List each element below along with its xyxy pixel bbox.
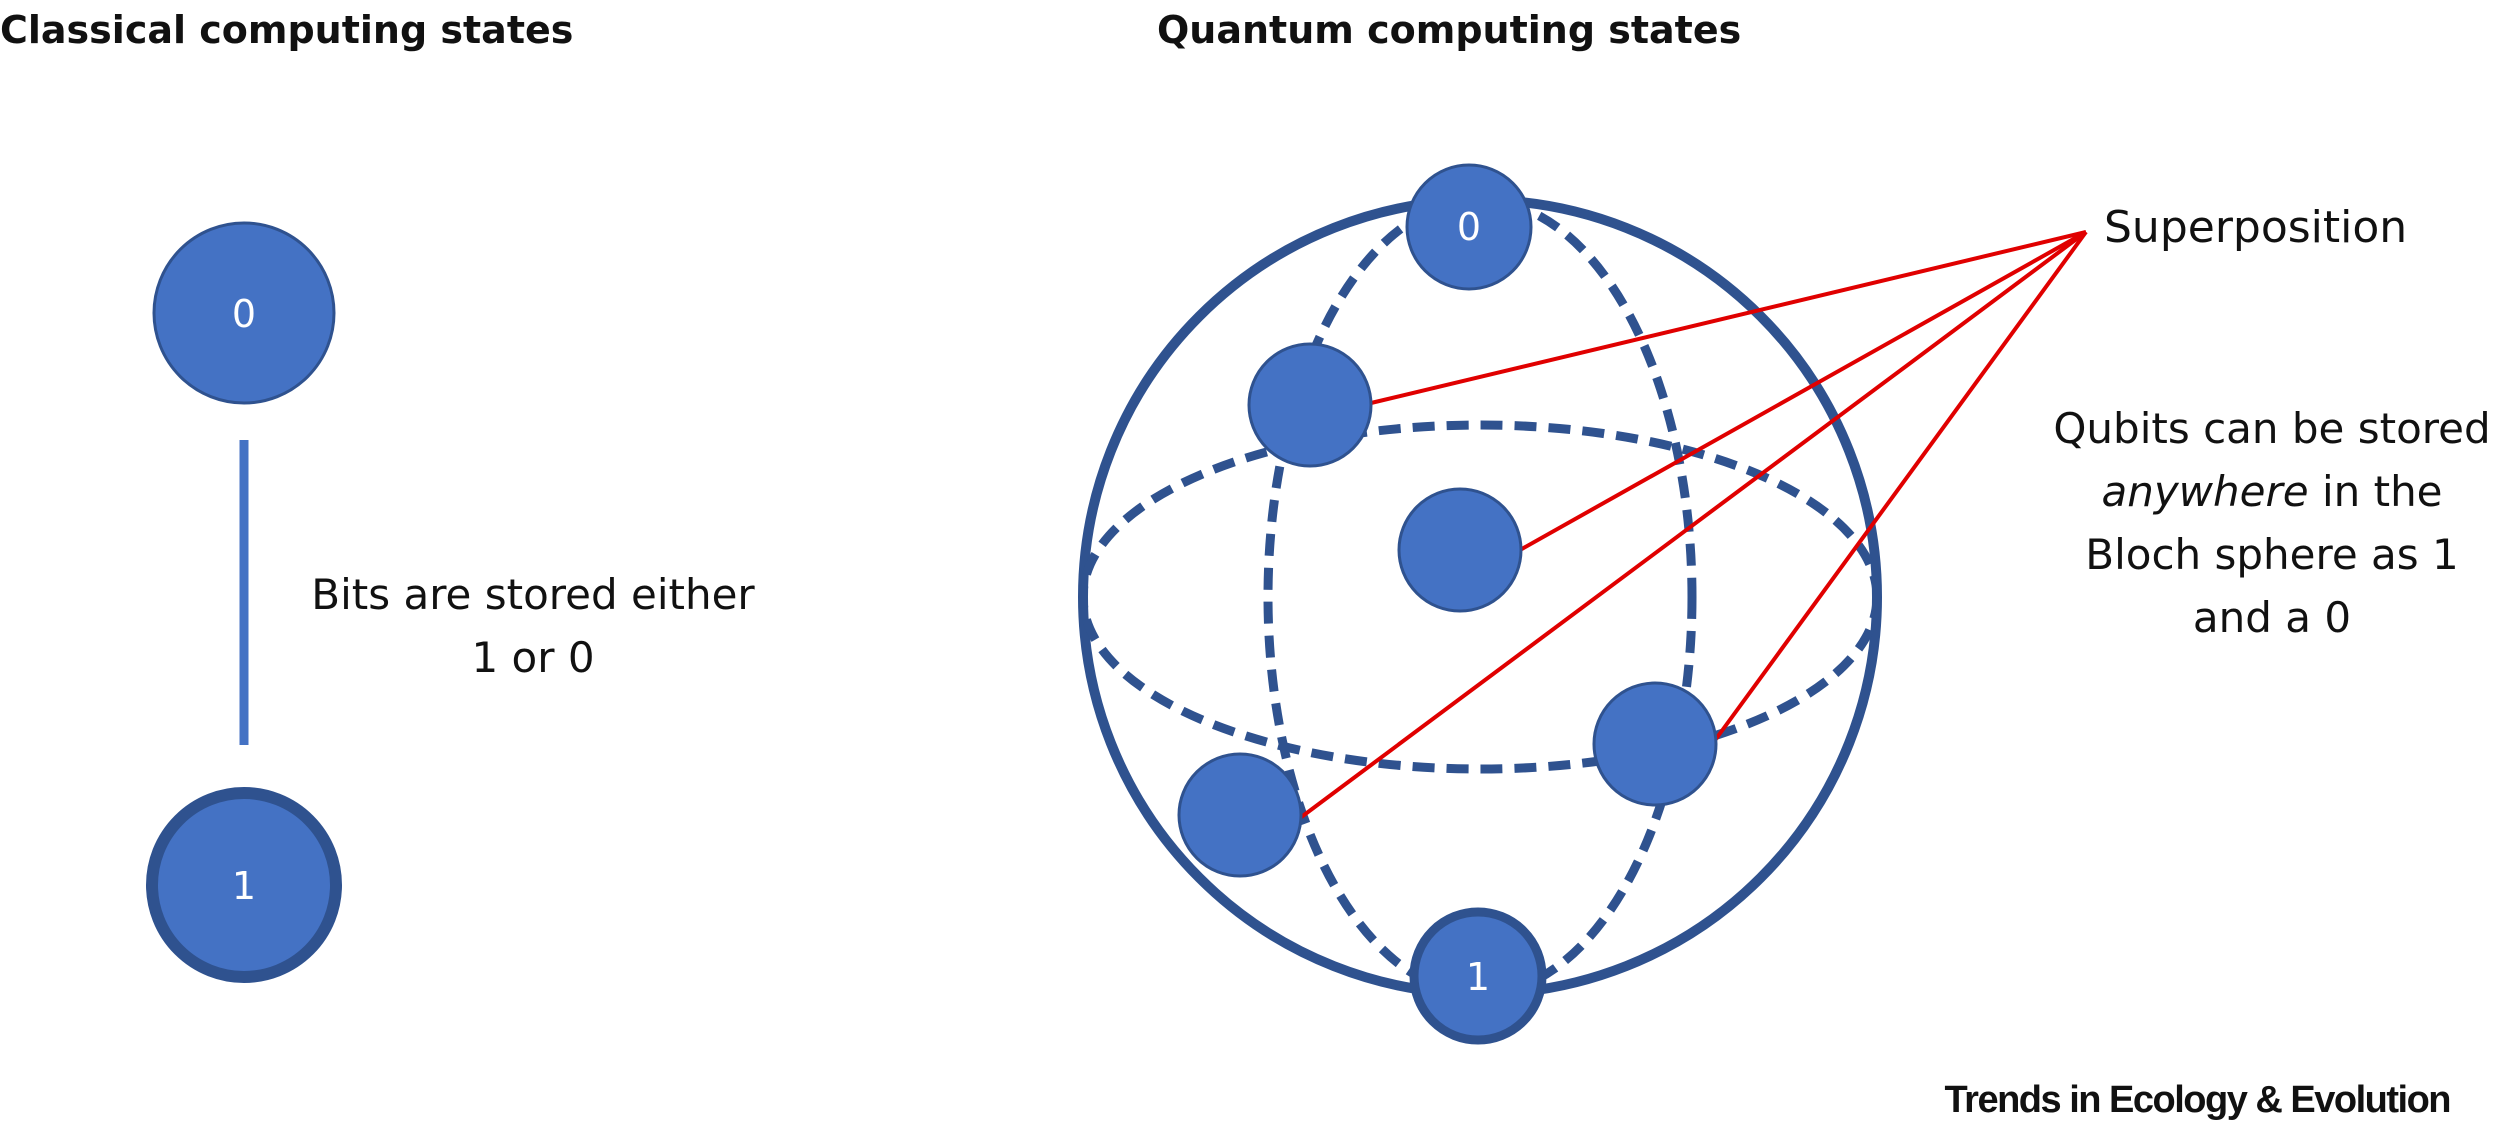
bit-1-label: 1	[232, 864, 256, 908]
superposition-label: Superposition	[2104, 202, 2407, 253]
pole-1-circle	[1409, 907, 1547, 1045]
quantum-caption-line4: and a 0	[2193, 593, 2351, 642]
bit-1-circle	[146, 787, 342, 983]
journal-footer: Trends in Ecology & Evolution	[1944, 1079, 2452, 1121]
superposition-pointers	[1298, 230, 2088, 820]
qubit-state-node	[1177, 752, 1303, 878]
quantum-caption: Qubits can be stored anywhere in the Blo…	[2053, 404, 2490, 642]
pointer-line	[1711, 230, 2088, 745]
qubit-state-node	[1247, 342, 1373, 468]
quantum-caption-line2-rest: in the	[2309, 467, 2443, 516]
quantum-title: Quantum computing states	[1157, 8, 1742, 52]
pole-0-circle	[1405, 163, 1533, 291]
qubit-state-node	[1592, 681, 1718, 807]
quantum-caption-line3: Bloch sphere as 1	[2085, 530, 2458, 579]
classical-caption-line1: Bits are stored either	[311, 570, 755, 619]
pole-1-label: 1	[1466, 955, 1490, 999]
pole-0-label: 0	[1457, 205, 1481, 249]
pointer-line	[1370, 230, 2087, 405]
quantum-caption-line1: Qubits can be stored	[2053, 404, 2490, 453]
pointer-line	[1298, 230, 2088, 820]
classical-caption-line2: 1 or 0	[471, 633, 594, 682]
equator-ellipse	[1078, 420, 1882, 774]
qubit-state-node	[1397, 487, 1523, 613]
quantum-caption-emphasis: anywhere	[2101, 467, 2308, 516]
pointer-line	[1519, 230, 2087, 552]
bit-0-label: 0	[232, 292, 256, 336]
qubit-nodes: 0 1	[1177, 163, 1718, 1045]
quantum-caption-line2: anywhere in the	[2101, 467, 2442, 516]
classical-bit-diagram: 0 1 Bits are stored either 1 or 0	[146, 221, 755, 983]
bit-0-circle	[152, 221, 336, 405]
classical-title: Classical computing states	[0, 8, 574, 52]
